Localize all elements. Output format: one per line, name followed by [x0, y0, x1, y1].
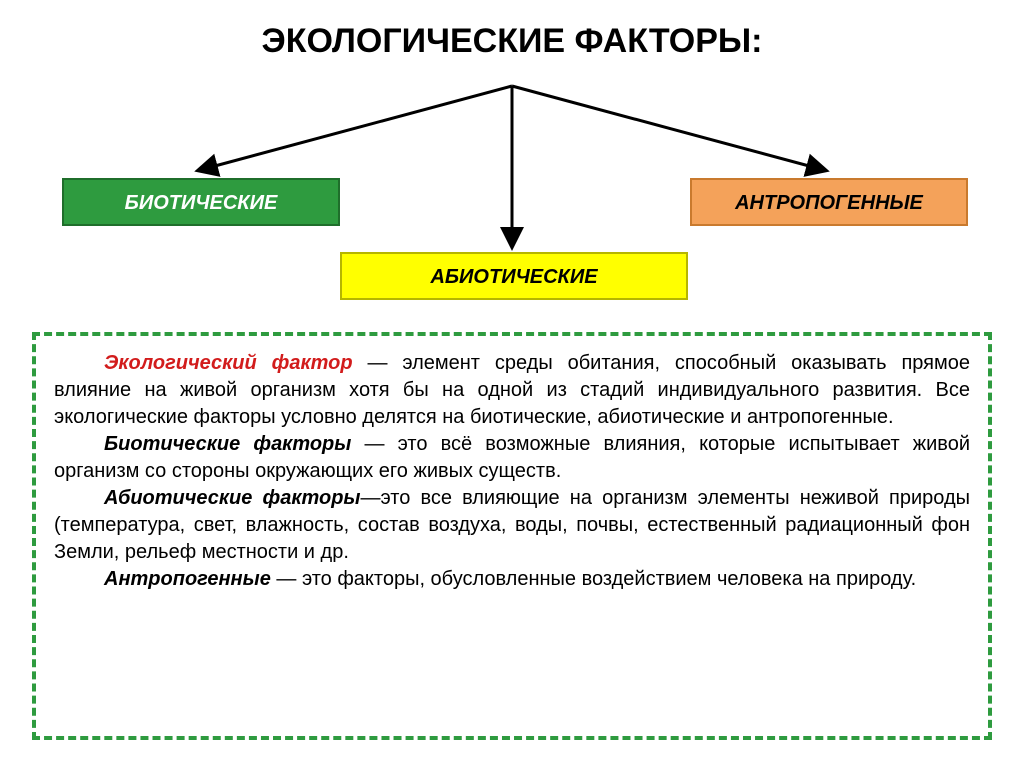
anthropogenic-box: АНТРОПОГЕННЫЕ [690, 178, 968, 226]
definition-term: Антропогенные [104, 568, 271, 590]
definition-paragraph: Экологический фактор — элемент среды оби… [54, 350, 970, 431]
definition-text: — это факторы, обусловленные воздействие… [271, 568, 916, 590]
biotic-box: БИОТИЧЕСКИЕ [62, 178, 340, 226]
page-title: ЭКОЛОГИЧЕСКИЕ ФАКТОРЫ: [0, 22, 1024, 61]
definition-term: Биотические факторы [104, 433, 351, 455]
definition-box: Экологический фактор — элемент среды оби… [32, 332, 992, 740]
definition-paragraph: Биотические факторы — это всё возможные … [54, 431, 970, 485]
definition-paragraph: Абиотические факторы—это все влияющие на… [54, 485, 970, 566]
definition-term: Экологический фактор [104, 352, 353, 374]
definition-term: Абиотические факторы [104, 487, 361, 509]
definition-paragraph: Антропогенные — это факторы, обусловленн… [54, 566, 970, 593]
abiotic-box: АБИОТИЧЕСКИЕ [340, 252, 688, 300]
